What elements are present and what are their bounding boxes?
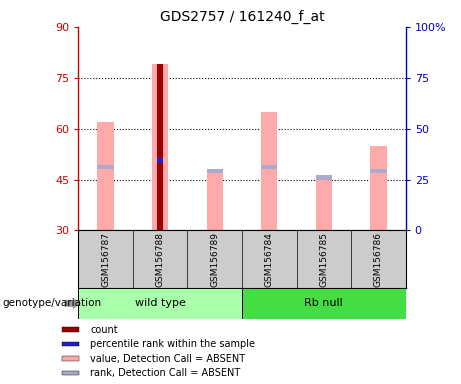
- Text: value, Detection Call = ABSENT: value, Detection Call = ABSENT: [90, 354, 245, 364]
- Bar: [207, 173, 223, 230]
- Bar: [242, 288, 406, 319]
- Bar: [62, 328, 79, 332]
- Bar: [370, 169, 387, 173]
- Text: GSM156786: GSM156786: [374, 232, 383, 287]
- Text: wild type: wild type: [135, 298, 186, 308]
- Bar: [62, 371, 79, 375]
- Text: GSM156785: GSM156785: [319, 232, 328, 287]
- Text: count: count: [90, 325, 118, 335]
- Text: GSM156789: GSM156789: [210, 232, 219, 287]
- Bar: [157, 64, 164, 230]
- Text: GSM156787: GSM156787: [101, 232, 110, 287]
- Bar: [316, 175, 332, 180]
- Bar: [261, 112, 278, 230]
- Bar: [157, 159, 164, 162]
- Bar: [207, 169, 223, 173]
- Text: GSM156784: GSM156784: [265, 232, 274, 286]
- Text: Rb null: Rb null: [304, 298, 343, 308]
- Title: GDS2757 / 161240_f_at: GDS2757 / 161240_f_at: [160, 10, 325, 25]
- Text: GSM156788: GSM156788: [156, 232, 165, 287]
- Bar: [62, 356, 79, 361]
- Bar: [370, 146, 387, 230]
- Bar: [316, 180, 332, 230]
- Bar: [97, 122, 114, 230]
- Bar: [62, 342, 79, 346]
- Bar: [261, 165, 278, 169]
- Bar: [78, 288, 242, 319]
- Text: percentile rank within the sample: percentile rank within the sample: [90, 339, 255, 349]
- Text: rank, Detection Call = ABSENT: rank, Detection Call = ABSENT: [90, 368, 241, 378]
- Bar: [152, 64, 168, 230]
- Text: genotype/variation: genotype/variation: [2, 298, 101, 308]
- Bar: [97, 165, 114, 169]
